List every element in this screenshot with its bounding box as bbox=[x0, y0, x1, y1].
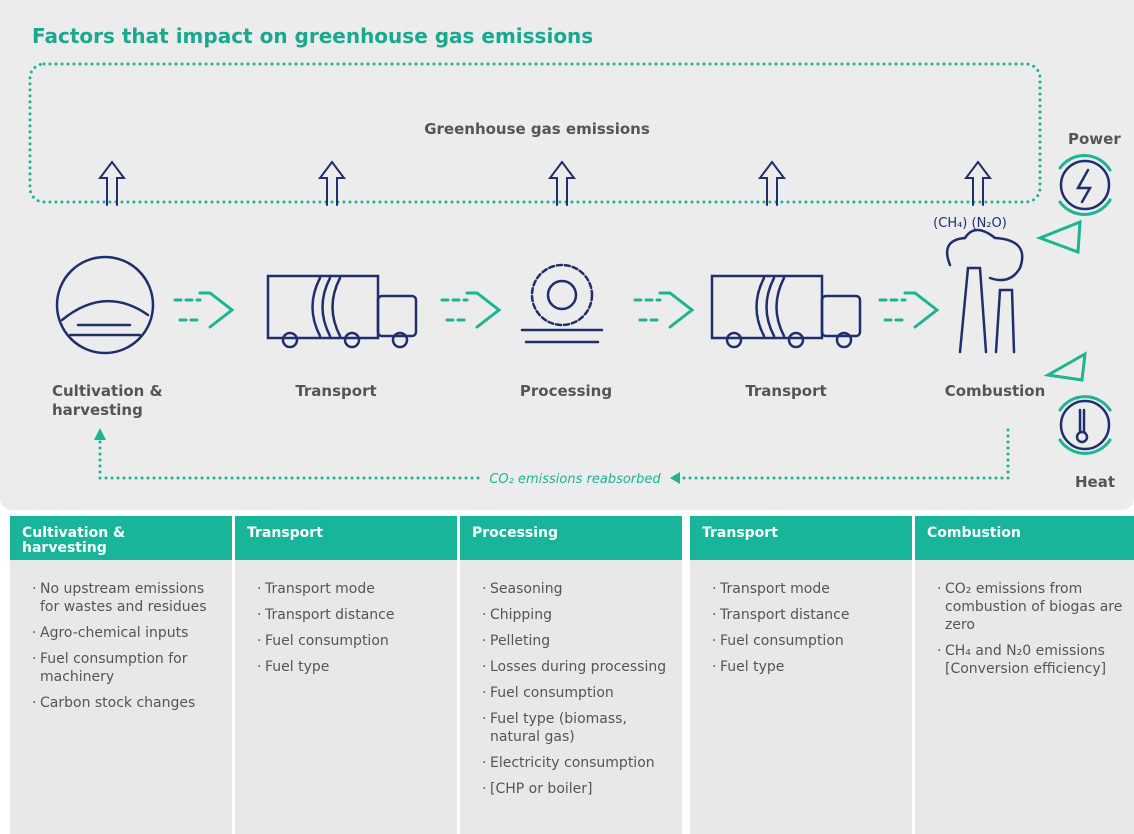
column-heading: Combustion bbox=[927, 525, 1021, 541]
stage-label: Combustion bbox=[944, 382, 1046, 400]
list-item: Transport mode bbox=[712, 580, 898, 598]
list-item: Transport distance bbox=[257, 606, 443, 624]
list-item: Seasoning bbox=[482, 580, 668, 598]
column-header: Transport bbox=[235, 516, 457, 560]
emissions-label: Greenhouse gas emissions bbox=[424, 120, 650, 138]
column-header: Processing bbox=[460, 516, 682, 560]
column-header: Transport bbox=[690, 516, 912, 560]
emissions-box bbox=[28, 62, 1042, 204]
list-item: Pelleting bbox=[482, 632, 668, 650]
list-item: Fuel type bbox=[712, 658, 898, 676]
diagram: Greenhouse gas emissions CO₂ emissions r… bbox=[28, 62, 1112, 487]
flow-arrows bbox=[173, 219, 1087, 382]
column-heading: Transport bbox=[247, 525, 323, 541]
list-item: Transport mode bbox=[257, 580, 443, 598]
column-header: Combustion bbox=[915, 516, 1134, 560]
item-list: CO₂ emissions from combustion of biogas … bbox=[915, 560, 1134, 678]
list-item: Transport distance bbox=[712, 606, 898, 624]
table-column: Cultivation & harvesting No upstream emis… bbox=[10, 516, 232, 834]
stage-label: Transport bbox=[745, 382, 827, 400]
gases-label: (CH₄) (N₂O) bbox=[933, 216, 1007, 231]
list-item: Fuel consumption bbox=[257, 632, 443, 650]
output-label: Power bbox=[1068, 130, 1121, 148]
diagram-panel bbox=[0, 0, 1134, 510]
icons bbox=[55, 159, 1111, 451]
list-item: Carbon stock changes bbox=[32, 694, 218, 712]
column-header: Cultivation & harvesting bbox=[10, 516, 232, 560]
list-item: Electricity consumption bbox=[482, 754, 668, 772]
column-heading: Processing bbox=[472, 525, 559, 541]
list-item: CH₄ and N₂0 emissions [Conversion effici… bbox=[937, 642, 1123, 678]
item-list: Transport mode Transport distance Fuel con… bbox=[235, 560, 457, 676]
list-item: Losses during processing bbox=[482, 658, 668, 676]
list-item: Fuel type (biomass, natural gas) bbox=[482, 710, 668, 746]
list-item: Fuel consumption bbox=[482, 684, 668, 702]
list-item: [CHP or boiler] bbox=[482, 780, 668, 798]
list-item: Fuel consumption for machinery bbox=[32, 650, 218, 686]
reabsorbed-label: CO₂ emissions reabsorbed bbox=[489, 472, 661, 487]
stage-label: Cultivation & harvesting bbox=[52, 382, 163, 419]
item-list: No upstream emissions for wastes and res… bbox=[10, 560, 232, 712]
list-item: No upstream emissions for wastes and res… bbox=[32, 580, 218, 616]
output-rings bbox=[1058, 154, 1112, 455]
reabsorb-line bbox=[98, 428, 1010, 480]
stage-label: Transport bbox=[295, 382, 377, 400]
title: Factors that impact on greenhouse gas em… bbox=[32, 24, 594, 48]
list-item: Chipping bbox=[482, 606, 668, 624]
table-column: Combustion CO₂ emissions from combustion … bbox=[915, 516, 1134, 834]
column-heading: Cultivation & harvesting bbox=[22, 525, 126, 556]
item-list: Transport mode Transport distance Fuel con… bbox=[690, 560, 912, 676]
stage-label: Processing bbox=[519, 382, 613, 400]
list-item: Fuel consumption bbox=[712, 632, 898, 650]
list-item: Agro-chemical inputs bbox=[32, 624, 218, 642]
item-list: Seasoning Chipping Pelleting Losses during … bbox=[460, 560, 682, 798]
table-column: Processing Seasoning Chipping Pelleting Loss… bbox=[460, 516, 682, 834]
table-column: Transport Transport mode Transport distanc… bbox=[690, 516, 912, 834]
list-item: CO₂ emissions from combustion of biogas … bbox=[937, 580, 1123, 634]
up-arrows bbox=[98, 160, 992, 206]
column-heading: Transport bbox=[702, 525, 778, 541]
table-column: Transport Transport mode Transport distanc… bbox=[235, 516, 457, 834]
output-label: Heat bbox=[1075, 473, 1116, 491]
list-item: Fuel type bbox=[257, 658, 443, 676]
